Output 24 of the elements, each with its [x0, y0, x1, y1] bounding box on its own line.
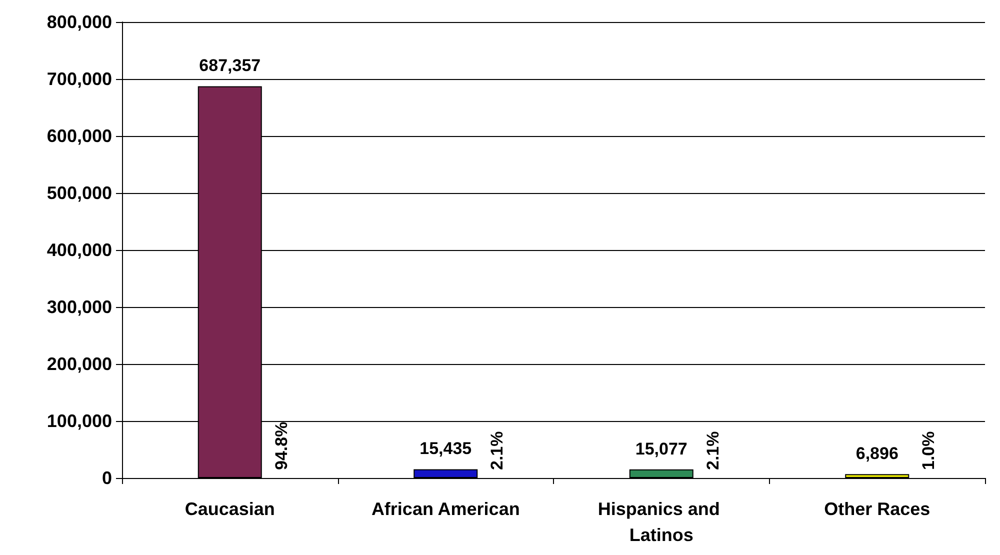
data-label: 6,896 — [856, 444, 898, 464]
y-tick-label: 100,000 — [46, 411, 112, 431]
data-label: 15,077 — [635, 439, 688, 458]
bar — [414, 469, 478, 478]
bar — [845, 474, 910, 478]
annotation: 2.1% — [703, 431, 722, 470]
annotation: 1.0% — [919, 431, 938, 470]
y-tick-label: 600,000 — [46, 126, 112, 146]
y-tick-label: 400,000 — [46, 240, 112, 260]
y-tick-label: 700,000 — [46, 69, 112, 89]
y-tick-label: 200,000 — [46, 354, 112, 374]
x-tick-label: Caucasian — [184, 499, 275, 519]
y-tick-label: 800,000 — [46, 12, 112, 32]
y-tick-label: 0 — [102, 468, 112, 488]
x-tick-label: Other Races — [824, 499, 930, 519]
annotation: 94.8% — [272, 422, 291, 470]
data-label: 687,357 — [199, 56, 261, 76]
y-tick-label: 500,000 — [46, 183, 112, 203]
data-label: 15,435 — [420, 439, 472, 458]
x-tick-label: African American — [371, 499, 520, 519]
annotation: 2.1% — [488, 431, 507, 470]
x-tick-label: Hispanics and Latinos — [598, 499, 725, 545]
bar — [629, 469, 694, 478]
y-tick-label: 300,000 — [46, 297, 112, 317]
